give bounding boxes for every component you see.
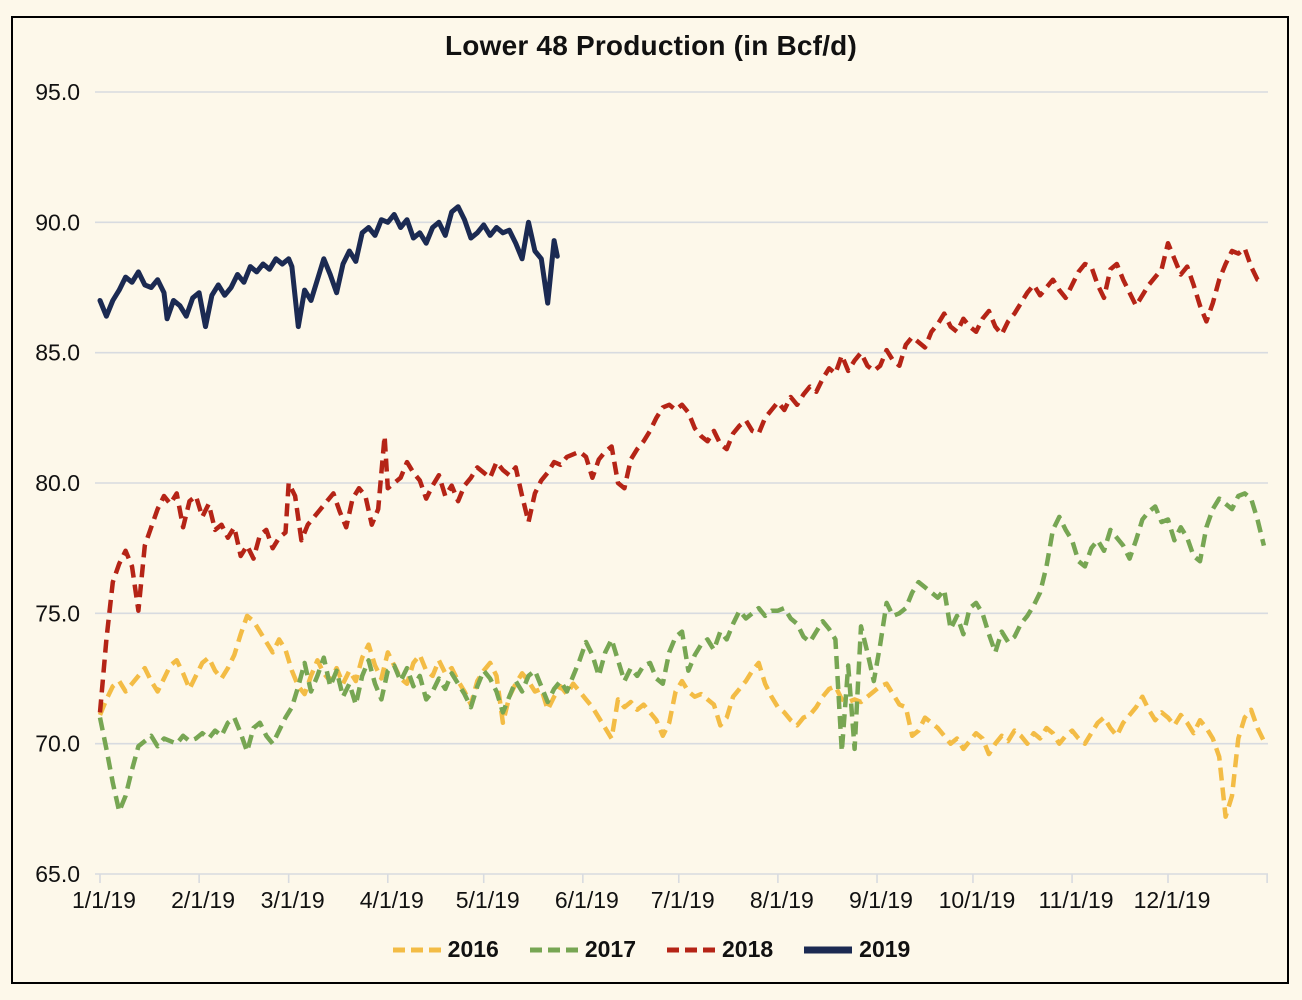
legend-item-2019: 2019: [803, 936, 910, 963]
x-axis-label-1/1/19: 1/1/19: [72, 887, 136, 913]
x-axis-label-10/1/19: 10/1/19: [939, 887, 1016, 913]
legend-line-sample-2017: [529, 947, 578, 952]
x-axis-label-11/1/19: 11/1/19: [1039, 887, 1114, 913]
legend-line-sample-2016: [392, 947, 441, 952]
series-line-2018: [97, 240, 1265, 713]
x-axis-label-4/1/19: 4/1/19: [360, 887, 424, 913]
legend-item-2017: 2017: [529, 936, 636, 963]
legend-line-sample-2019: [804, 946, 853, 953]
x-axis-label-2/1/19: 2/1/19: [171, 887, 235, 913]
legend-item-2016: 2016: [392, 936, 499, 963]
y-axis-label-65.0: 65.0: [35, 861, 80, 887]
y-axis-label-90.0: 90.0: [35, 209, 80, 235]
y-axis-label-85.0: 85.0: [35, 340, 80, 366]
x-axis-label-8/1/19: 8/1/19: [750, 887, 814, 913]
x-axis-label-5/1/19: 5/1/19: [456, 887, 520, 913]
legend-label-2017: 2017: [584, 936, 636, 962]
chart-title: Lower 48 Production (in Bcf/d): [444, 30, 857, 61]
y-axis-label-70.0: 70.0: [35, 731, 80, 757]
series-line-2017: [97, 491, 1267, 814]
x-axis-label-6/1/19: 6/1/19: [555, 887, 619, 913]
y-axis-label-80.0: 80.0: [35, 470, 80, 496]
x-axis-label-3/1/19: 3/1/19: [261, 887, 325, 913]
series-line-2016: [97, 613, 1266, 819]
legend-label-2016: 2016: [447, 936, 499, 962]
legend-item-2018: 2018: [666, 936, 773, 963]
legend-label-2018: 2018: [722, 936, 774, 962]
series-line-2019: [97, 204, 560, 330]
legend-label-2019: 2019: [859, 936, 911, 962]
y-axis-label-75.0: 75.0: [35, 600, 80, 626]
x-axis-label-9/1/19: 9/1/19: [849, 887, 913, 913]
legend-line-sample-2018: [667, 947, 715, 952]
x-axis-label-7/1/19: 7/1/19: [651, 887, 715, 913]
x-axis-label-12/1/19: 12/1/19: [1134, 887, 1211, 913]
legend: 2016 2017 2018 2019: [0, 936, 1302, 963]
y-axis-label-95.0: 95.0: [35, 79, 80, 105]
